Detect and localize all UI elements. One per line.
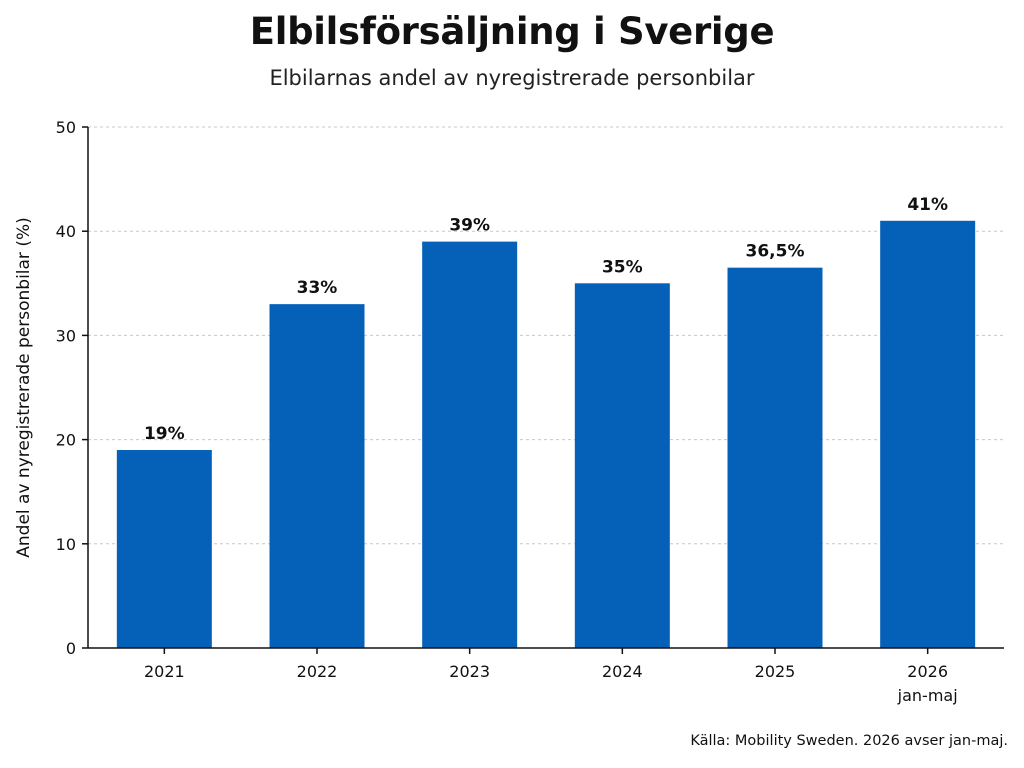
bar-2023 (422, 241, 518, 648)
data-label-2023: 39% (449, 216, 490, 236)
gridlines (88, 126, 1004, 545)
data-label-2026: 41% (907, 195, 948, 215)
bars (116, 220, 976, 648)
y-tick-label: 30 (56, 326, 76, 345)
source-note: Källa: Mobility Sweden. 2026 avser jan-m… (690, 733, 1008, 749)
bar-2025 (727, 267, 823, 648)
y-tick-label: 40 (56, 222, 76, 241)
y-tick-label: 10 (56, 535, 76, 554)
bar-2021 (116, 450, 212, 648)
y-tick-label: 50 (56, 118, 76, 137)
x-tick-label: 2023 (449, 662, 490, 681)
bar-2026 (880, 220, 976, 648)
x-tick-label: 2022 (297, 662, 338, 681)
labels: 0 10 20 30 40 50 19% 2021 33% 2022 39% 2023 35% 2024 3… (56, 118, 958, 705)
data-label-2025: 36,5% (746, 242, 805, 262)
x-tick-label: 2021 (144, 662, 185, 681)
x-tick-label: 2024 (602, 662, 643, 681)
chart-subtitle: Elbilarnas andel av nyregistrerade perso… (269, 66, 755, 90)
data-label-2022: 33% (297, 278, 338, 298)
bar-2024 (574, 283, 670, 648)
chart-title: Elbilsförsäljning i Sverige (249, 10, 775, 53)
y-tick-label: 0 (66, 639, 76, 658)
x-tick-label: 2025 (755, 662, 796, 681)
data-label-2021: 19% (144, 424, 185, 444)
x-tick-label: 2026 (907, 662, 948, 681)
y-tick-label: 20 (56, 431, 76, 450)
y-axis-title: Andel av nyregistrerade personbilar (%) (14, 217, 34, 557)
x-tick-sublabel: jan-maj (897, 686, 958, 705)
data-label-2024: 35% (602, 257, 643, 277)
bar-2022 (269, 304, 365, 648)
axes (82, 126, 1004, 654)
